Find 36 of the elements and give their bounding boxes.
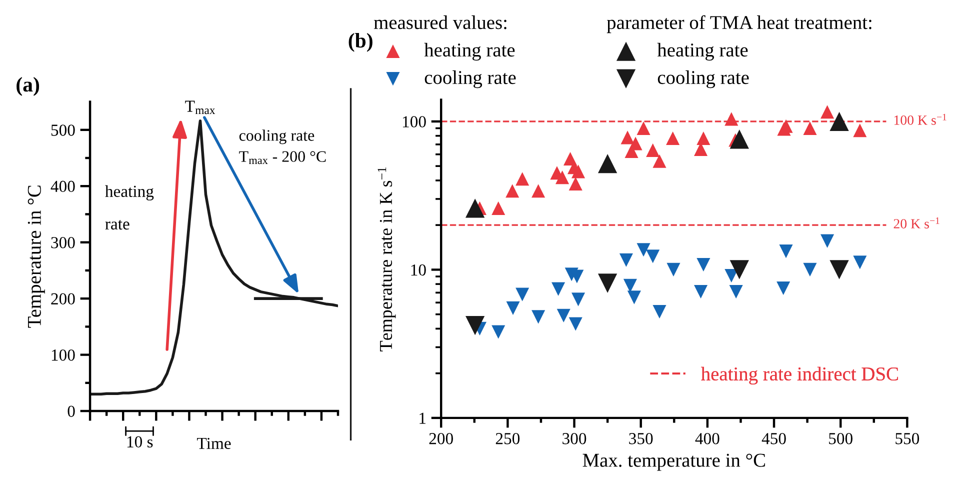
x-tick-label: 200: [429, 432, 453, 444]
annotation: heating rate indirect DSC: [701, 366, 898, 385]
text: 10 s: [127, 436, 153, 448]
x-tick-label: 250: [496, 432, 520, 444]
y-axis-title: Temperature in °C: [28, 186, 45, 328]
legend-label: cooling rate: [424, 70, 516, 88]
text: measured values:: [374, 15, 506, 30]
y-tick-label: 1: [420, 412, 426, 424]
legend-label: cooling rate: [658, 70, 749, 88]
legend-label: heating rate: [424, 42, 515, 61]
annotation: T$_{max}$: [185, 100, 216, 114]
x-tick-label: 450: [762, 432, 786, 444]
y-tick-label: 10: [411, 264, 426, 276]
ref-line-label: 100 K s$^{−1}$: [894, 114, 946, 125]
y-tick-label: 400: [50, 180, 75, 192]
x-tick-label: 400: [695, 432, 720, 444]
text: parameter of TMA heat treatment:: [606, 15, 872, 34]
annotation: cooling rate T$_{max}$ - 200 °C: [239, 130, 326, 164]
y-axis-title: Temperature rate in K s$^{−1}$: [378, 167, 396, 352]
chart-title: (b): [348, 32, 372, 52]
y-tick-label: 100: [52, 349, 75, 361]
x-tick-label: 550: [896, 432, 920, 444]
legend-label: heating rate: [657, 42, 748, 61]
y-tick-label: 500: [51, 124, 75, 136]
annotation: heating rate: [105, 185, 154, 230]
y-tick-label: 300: [51, 237, 75, 248]
y-tick-label: 100: [402, 116, 426, 128]
x-axis-title: Max. temperature in °C: [582, 454, 765, 471]
y-tick-label: 200: [51, 293, 75, 304]
y-tick-label: 0: [68, 406, 75, 417]
x-tick-label: 300: [562, 432, 586, 444]
ref-line-label: 20 K s$^{−1}$: [894, 217, 940, 228]
x-tick-label: 350: [629, 432, 653, 444]
x-tick-label: 500: [829, 432, 852, 444]
x-axis-title: Time: [197, 438, 231, 450]
chart-title: (a): [16, 77, 40, 96]
